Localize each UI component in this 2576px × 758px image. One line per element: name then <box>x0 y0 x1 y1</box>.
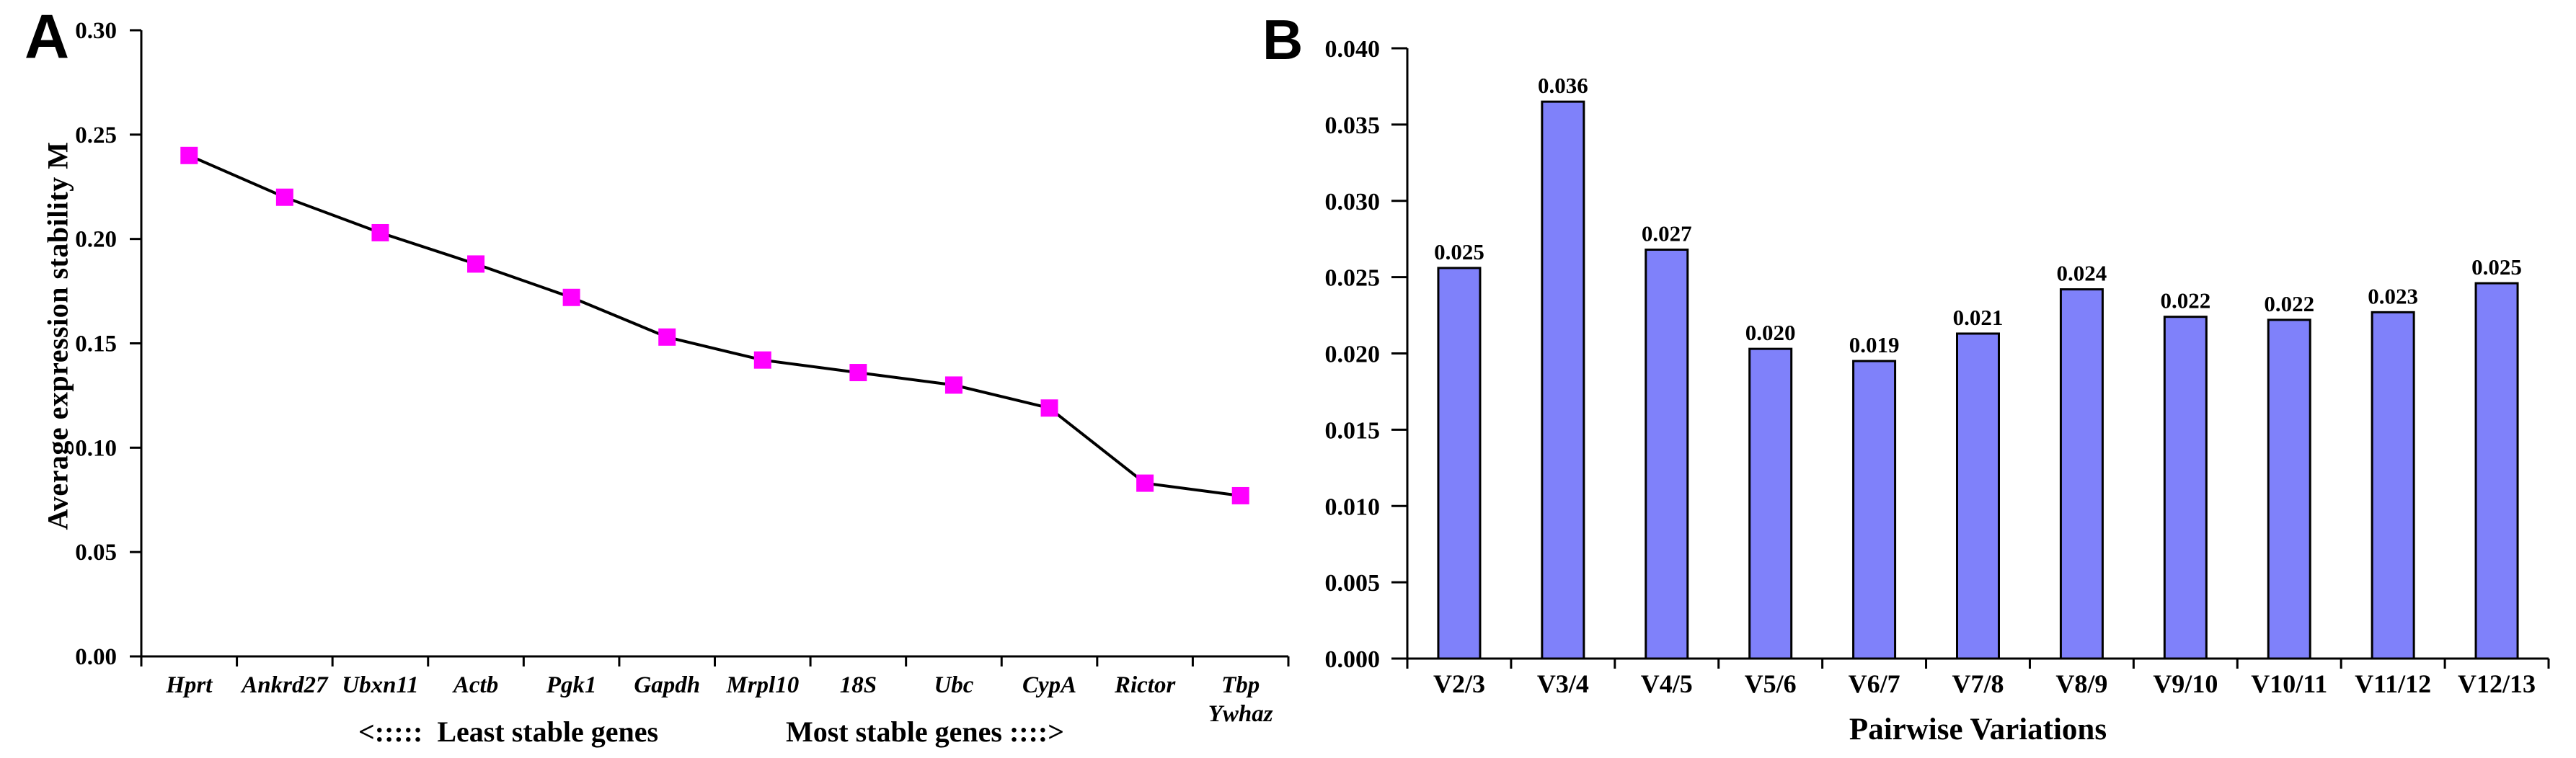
gene-name-label: 18S <box>840 672 877 698</box>
panel-a-letter: A <box>25 2 70 71</box>
bar-value-label: 0.025 <box>2471 254 2522 280</box>
panel-a-y-tick-label: 0.00 <box>75 644 117 670</box>
stability-line <box>188 153 1241 497</box>
pairwise-variation-label: V7/8 <box>1952 669 2004 698</box>
gene-name-label: Hprt <box>165 672 213 698</box>
pairwise-variation-label: V5/6 <box>1745 669 1797 698</box>
panel-b-letter: B <box>1262 8 1304 71</box>
data-point-marker <box>753 351 771 369</box>
panel-b-y-tick-label: 0.010 <box>1325 494 1381 520</box>
bar-value-label: 0.024 <box>2057 261 2107 286</box>
variation-bar <box>2267 318 2311 660</box>
bar-value-label: 0.022 <box>2264 291 2314 316</box>
gene-name-label: Ubxn11 <box>342 672 418 698</box>
pairwise-variation-label: V10/11 <box>2251 669 2327 698</box>
panel-a-y-tick-label: 0.15 <box>75 331 117 357</box>
variation-bar <box>1541 100 1585 660</box>
gene-name-label: Rictor <box>1114 672 1176 698</box>
panel-b-y-tick-label: 0.015 <box>1325 417 1381 444</box>
variation-bar <box>1645 249 1689 660</box>
variation-bar <box>1852 360 1897 660</box>
panel-b-y-tick-label: 0.030 <box>1325 189 1381 215</box>
data-point-marker <box>1136 474 1154 492</box>
panel-a-y-tick-label: 0.05 <box>75 540 117 566</box>
panel-b-x-axis-title: Pairwise Variations <box>1849 713 2107 746</box>
panel-a-y-tick-label: 0.20 <box>75 227 117 253</box>
variation-bar <box>2371 311 2415 660</box>
data-point-marker <box>658 328 676 346</box>
data-point-marker <box>180 146 198 164</box>
data-point-marker <box>467 255 485 273</box>
bar-value-label: 0.019 <box>1849 332 1900 357</box>
variation-bar <box>2474 282 2519 660</box>
data-point-marker <box>371 223 389 241</box>
panel-a-annotation-most-stable: Most stable genes ::::> <box>785 715 1065 748</box>
data-point-marker <box>275 188 293 206</box>
data-point-marker <box>1231 486 1249 504</box>
panel-b-y-tick-label: 0.020 <box>1325 342 1381 368</box>
gene-name-label: Mrpl10 <box>725 672 799 698</box>
bar-value-label: 0.021 <box>1953 305 2004 330</box>
bar-value-label: 0.036 <box>1538 73 1588 98</box>
variation-bar <box>1748 347 1793 660</box>
panel-b-y-tick-label: 0.000 <box>1325 646 1381 673</box>
panel-a-annotation-least-stable: <::::: Least stable genes <box>358 715 659 748</box>
pairwise-variation-label: V12/13 <box>2458 669 2536 698</box>
variation-bar <box>2059 288 2104 660</box>
gene-name-label: Pgk1 <box>546 672 597 698</box>
pairwise-variation-label: V3/4 <box>1537 669 1589 698</box>
variation-bar <box>2163 316 2208 660</box>
panel-b-y-tick-label: 0.040 <box>1325 36 1381 63</box>
data-point-marker <box>944 376 962 394</box>
data-point-marker <box>562 288 580 306</box>
pairwise-variation-label: V6/7 <box>1849 669 1900 698</box>
data-point-marker <box>1040 399 1058 417</box>
bar-value-label: 0.022 <box>2160 288 2210 313</box>
panel-a-y-tick-label: 0.30 <box>75 18 117 44</box>
data-point-marker <box>849 364 867 382</box>
panel-b-y-tick-label: 0.025 <box>1325 265 1381 292</box>
variation-bar <box>1956 332 2000 660</box>
pairwise-variation-label: V4/5 <box>1641 669 1693 698</box>
bar-value-label: 0.027 <box>1642 221 1692 246</box>
gene-name-label: Ubc <box>934 672 973 698</box>
pairwise-variation-label: V2/3 <box>1433 669 1485 698</box>
panel-a-y-tick-label: 0.10 <box>75 435 117 461</box>
gene-name-label: Ankrd27 <box>240 672 329 698</box>
variation-bar <box>1437 267 1482 660</box>
gene-name-label: Gapdh <box>634 672 700 698</box>
bar-value-label: 0.023 <box>2368 283 2418 308</box>
gene-name-label: CypA <box>1022 672 1076 698</box>
pairwise-variation-label: V9/10 <box>2153 669 2218 698</box>
bar-value-label: 0.020 <box>1745 320 1796 345</box>
pairwise-variation-label: V8/9 <box>2055 669 2107 698</box>
bar-value-label: 0.025 <box>1434 239 1484 264</box>
panel-b-y-tick-label: 0.035 <box>1325 112 1381 139</box>
pairwise-variation-label: V11/12 <box>2355 669 2431 698</box>
gene-name-label: Tbp Ywhaz <box>1208 672 1273 727</box>
panel-a-y-tick-label: 0.25 <box>75 122 117 148</box>
panel-b-y-tick-label: 0.005 <box>1325 570 1381 597</box>
gene-name-label: Actb <box>452 672 498 698</box>
